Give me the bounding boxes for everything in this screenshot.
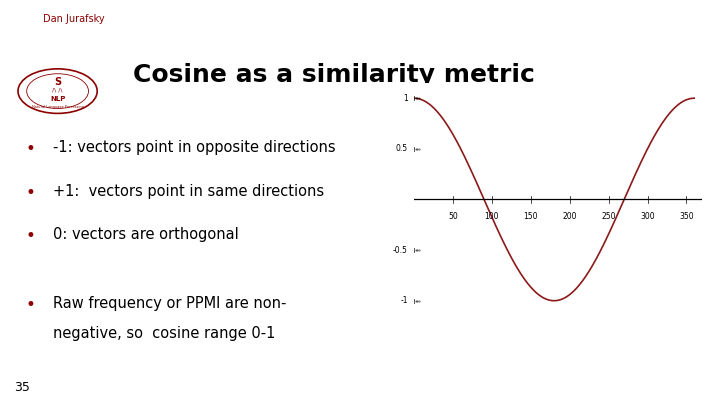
Text: 0.5: 0.5 [396, 144, 408, 153]
Text: -1: -1 [400, 296, 408, 305]
Text: -1: vectors point in opposite directions: -1: vectors point in opposite directions [53, 140, 336, 155]
Text: 35: 35 [14, 381, 30, 394]
Text: negative, so  cosine range 0-1: negative, so cosine range 0-1 [53, 326, 275, 341]
Text: Cosine as a similarity metric: Cosine as a similarity metric [133, 63, 535, 87]
Text: 150: 150 [523, 211, 538, 221]
Text: S: S [54, 77, 61, 87]
Text: 200: 200 [562, 211, 577, 221]
Text: -0.5: -0.5 [393, 245, 408, 255]
Text: 1: 1 [403, 94, 408, 103]
Text: +1:  vectors point in same directions: +1: vectors point in same directions [53, 184, 324, 199]
Text: 100: 100 [485, 211, 499, 221]
Text: 300: 300 [640, 211, 654, 221]
Text: 0: vectors are orthogonal: 0: vectors are orthogonal [53, 227, 238, 242]
Text: NLP: NLP [50, 96, 66, 102]
Text: 350: 350 [679, 211, 694, 221]
Text: /\ /\: /\ /\ [53, 88, 63, 93]
Text: Dan Jurafsky: Dan Jurafsky [43, 14, 105, 24]
Text: •: • [25, 140, 35, 158]
Text: Natural Language Processing: Natural Language Processing [32, 104, 84, 109]
Text: •: • [25, 184, 35, 202]
Text: 50: 50 [448, 211, 458, 221]
Text: •: • [25, 296, 35, 313]
Text: Raw frequency or PPMI are non-: Raw frequency or PPMI are non- [53, 296, 286, 311]
Text: •: • [25, 227, 35, 245]
Text: 250: 250 [601, 211, 616, 221]
